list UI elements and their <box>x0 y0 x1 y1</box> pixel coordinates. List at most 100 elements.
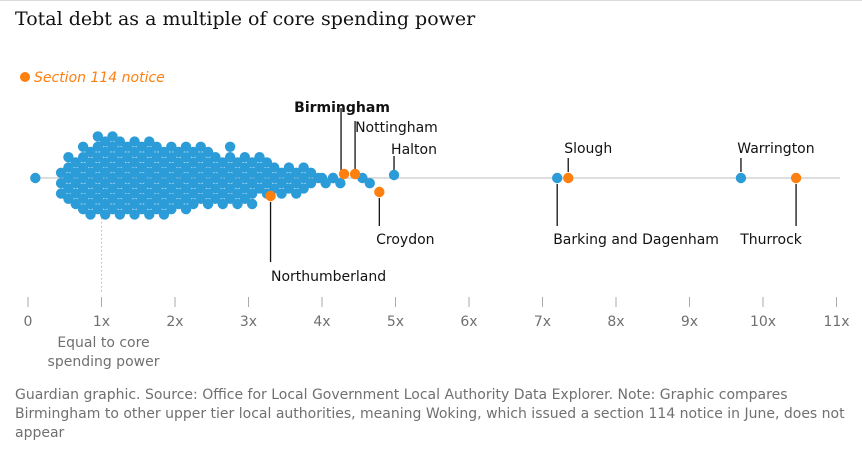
data-point-barking-and-dagenham <box>552 172 563 184</box>
label-slough: Slough <box>564 141 612 157</box>
data-point <box>144 209 155 220</box>
data-point <box>144 167 155 178</box>
data-point <box>232 157 243 168</box>
x-tick-label: 0 <box>24 314 33 330</box>
data-point <box>70 167 81 178</box>
data-point <box>239 172 251 184</box>
data-point <box>173 167 184 178</box>
data-point <box>173 178 184 189</box>
data-point <box>291 167 302 178</box>
data-point <box>129 136 140 147</box>
data-point <box>55 178 67 189</box>
data-point <box>129 198 140 210</box>
legend-notice-dot <box>20 72 30 82</box>
data-point <box>166 204 177 215</box>
data-point <box>180 183 192 194</box>
data-point <box>210 183 221 194</box>
x-tick-label: 9x <box>681 314 698 330</box>
data-point <box>122 172 133 184</box>
data-point <box>180 193 192 204</box>
data-point <box>151 162 162 173</box>
data-point <box>63 162 74 173</box>
data-point <box>107 141 118 152</box>
data-point <box>158 178 170 189</box>
reference-label: spending power <box>48 354 160 370</box>
data-point <box>136 193 148 204</box>
data-point <box>217 198 228 210</box>
data-point <box>77 204 89 215</box>
data-point <box>316 172 328 184</box>
data-point <box>327 172 339 184</box>
data-point <box>291 188 302 199</box>
data-point <box>136 162 148 173</box>
data-point <box>224 183 236 194</box>
data-point <box>99 188 111 199</box>
label-northumberland: Northumberland <box>271 269 386 285</box>
x-tick-label: 11x <box>823 314 849 330</box>
data-point <box>180 172 192 184</box>
data-point <box>246 178 258 189</box>
x-tick-label: 6x <box>460 314 477 330</box>
data-point-croydon <box>374 186 385 198</box>
data-point <box>180 162 192 173</box>
data-point <box>85 157 96 168</box>
data-point <box>114 167 126 178</box>
data-point <box>158 198 170 210</box>
data-point <box>129 188 140 199</box>
data-point <box>246 157 258 168</box>
data-point <box>77 193 89 204</box>
data-point <box>92 152 104 163</box>
data-point <box>246 188 258 199</box>
data-point <box>107 172 118 184</box>
data-point <box>63 172 74 184</box>
data-point <box>232 167 243 178</box>
data-point <box>122 204 133 215</box>
data-point <box>217 167 228 178</box>
data-point <box>77 141 89 152</box>
data-point <box>30 172 41 184</box>
data-point <box>144 178 155 189</box>
data-point <box>92 204 104 215</box>
data-point <box>217 188 228 199</box>
data-point <box>85 209 96 220</box>
data-point <box>77 162 89 173</box>
data-point <box>239 152 251 163</box>
data-point <box>180 204 192 215</box>
data-point <box>158 167 170 178</box>
x-tick-label: 8x <box>607 314 624 330</box>
x-tick-label: 2x <box>166 314 183 330</box>
data-point <box>232 198 243 210</box>
data-point <box>158 146 170 158</box>
data-point <box>99 178 111 189</box>
data-point <box>114 178 126 189</box>
data-point <box>70 157 81 168</box>
data-point <box>151 193 162 204</box>
data-point <box>151 152 162 163</box>
data-point <box>114 188 126 199</box>
data-point <box>166 162 177 173</box>
data-point <box>129 178 140 189</box>
reference-label: Equal to core <box>57 335 149 351</box>
data-point <box>92 183 104 194</box>
data-point <box>305 178 317 189</box>
data-point <box>122 183 133 194</box>
data-point <box>136 172 148 184</box>
data-point <box>77 152 89 163</box>
data-point <box>85 146 96 158</box>
data-point <box>291 178 302 189</box>
data-point <box>173 157 184 168</box>
data-point <box>99 157 111 168</box>
data-point <box>99 146 111 158</box>
data-point-nottingham <box>349 168 361 180</box>
beeswarm-chart: 0 1x 2x 3x 4x 5x 6x 7x 8x 9x 10x 11x Equal to core sp… <box>24 100 850 370</box>
data-point <box>217 178 228 189</box>
data-point <box>99 198 111 210</box>
data-point <box>158 188 170 199</box>
data-point-birmingham <box>338 168 350 180</box>
data-point <box>202 198 214 210</box>
x-tick-label: 4x <box>313 314 330 330</box>
data-point <box>188 167 199 178</box>
data-point <box>166 193 177 204</box>
data-point <box>224 152 236 163</box>
data-point <box>151 141 162 152</box>
